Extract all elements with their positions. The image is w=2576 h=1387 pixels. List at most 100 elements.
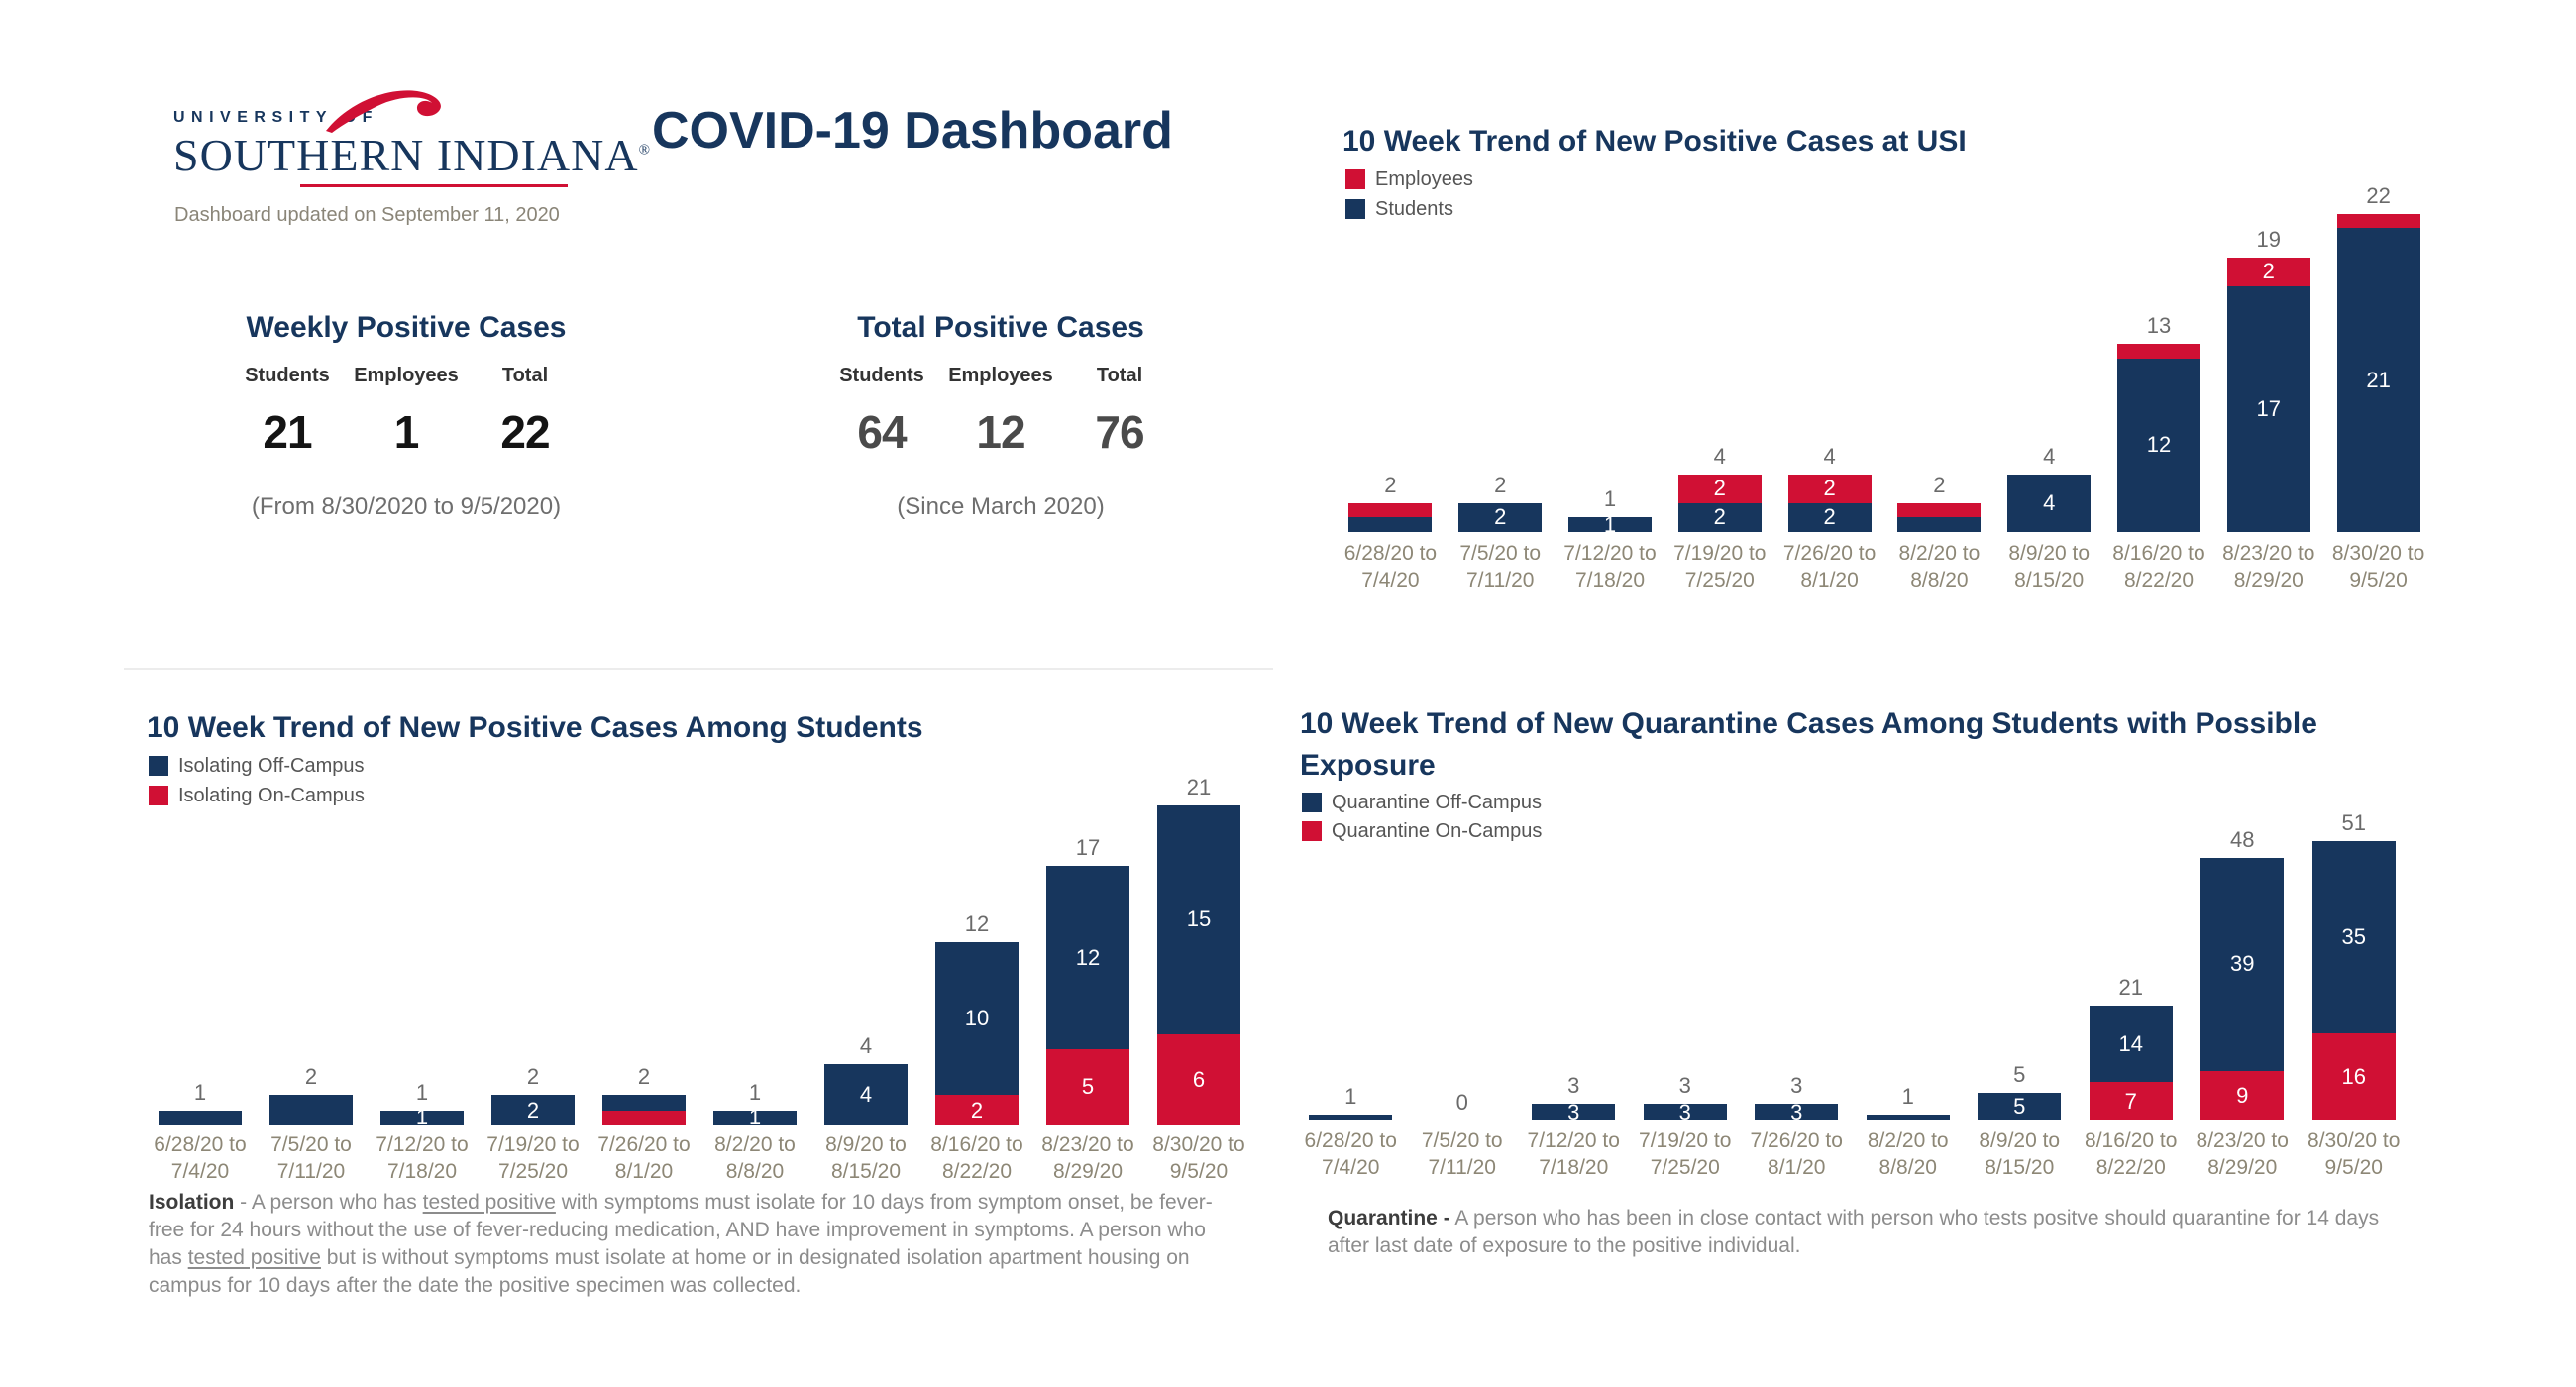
bar-segment[interactable] — [2336, 213, 2420, 229]
bar-segment[interactable]: 12 — [1046, 866, 1129, 1049]
bar-segment-label: 15 — [1186, 907, 1212, 932]
bar-segment[interactable]: 3 — [1643, 1104, 1727, 1120]
bar-segment[interactable]: 14 — [2089, 1005, 2173, 1083]
x-axis-label: 7/5/20 to 7/11/20 — [256, 1131, 367, 1185]
total-cases-caption: (Since March 2020) — [897, 493, 1105, 520]
bar-segment[interactable] — [1309, 1115, 1393, 1120]
bar-segment-label: 5 — [2013, 1094, 2026, 1120]
x-axis-label-line: 7/4/20 — [1361, 569, 1420, 591]
usi-logo: UNIVERSITY OF SOUTHERN INDIANA® — [173, 90, 669, 187]
x-axis-label-line: 8/9/20 to — [2008, 542, 2091, 565]
bar-segment[interactable]: 2 — [491, 1095, 575, 1125]
bar-segment[interactable] — [1348, 502, 1433, 518]
x-axis-label-line: 8/30/20 to — [2308, 1129, 2401, 1152]
bar-segment-label: 2 — [970, 1097, 984, 1122]
bar-segment[interactable]: 2 — [1677, 502, 1762, 532]
x-axis-label-line: 8/29/20 — [1052, 1160, 1124, 1183]
bar-segment[interactable] — [1348, 517, 1433, 532]
bar-segment[interactable]: 5 — [1978, 1093, 2062, 1120]
definition-term: Quarantine - — [1328, 1207, 1450, 1229]
x-axis-label-line: 9/5/20 — [2324, 1156, 2383, 1179]
bar-segment-label: 21 — [2366, 367, 2391, 392]
bar-segment[interactable] — [2117, 344, 2200, 359]
bar-total-label: 4 — [2043, 443, 2056, 469]
bar-segment[interactable]: 2 — [1787, 474, 1872, 503]
x-axis-label: 8/23/20 to 8/29/20 — [2187, 1127, 2299, 1181]
x-axis-label: 7/26/20 to 8/1/20 — [1774, 540, 1884, 593]
bar-segment[interactable]: 2 — [1458, 502, 1543, 532]
legend-item[interactable]: Isolating On-Campus — [149, 785, 365, 806]
registered-mark: ® — [638, 142, 651, 159]
legend-item[interactable]: Quarantine Off-Campus — [1302, 792, 1542, 813]
bar-segment[interactable]: 9 — [2200, 1071, 2285, 1120]
x-axis-label-line: 8/22/20 — [2095, 1156, 2166, 1179]
bar-segment-label: 1 — [415, 1110, 429, 1125]
total-students-value: 64 — [857, 406, 907, 458]
bar-segment[interactable]: 2 — [1677, 474, 1762, 503]
bar-segment[interactable] — [602, 1110, 686, 1125]
x-axis-label-line: 8/8/20 — [725, 1160, 785, 1183]
bar-total-label: 1 — [1344, 1084, 1357, 1110]
bar-segment[interactable]: 4 — [2007, 474, 2092, 532]
weekly-students-col: Students 21 — [228, 365, 347, 459]
bar-segment[interactable]: 1 — [1568, 517, 1652, 532]
x-axis-label: 8/2/20 to 8/8/20 — [699, 1131, 810, 1185]
weekly-students-value: 21 — [263, 406, 312, 458]
bar-segment[interactable]: 5 — [1046, 1048, 1129, 1125]
legend-item[interactable]: Employees — [1345, 168, 1473, 190]
x-axis-label-line: 8/23/20 to — [1041, 1133, 1134, 1156]
bar-segment[interactable] — [269, 1095, 353, 1125]
bar-segment[interactable]: 10 — [935, 942, 1019, 1096]
bar-segment[interactable]: 35 — [2311, 840, 2396, 1033]
bar-segment[interactable]: 7 — [2089, 1082, 2173, 1120]
legend-label: Quarantine Off-Campus — [1332, 791, 1542, 813]
x-axis-label: 8/30/20 to 9/5/20 — [2299, 1127, 2411, 1181]
bar-segment[interactable]: 6 — [1157, 1033, 1240, 1125]
legend-item[interactable]: Quarantine On-Campus — [1302, 820, 1542, 842]
weekly-students-label: Students — [245, 365, 330, 386]
legend-item[interactable]: Isolating Off-Campus — [149, 755, 365, 777]
legend-item[interactable]: Students — [1345, 198, 1453, 220]
total-total-col: Total 76 — [1060, 365, 1179, 459]
bar-segment[interactable]: 4 — [824, 1064, 908, 1125]
bar-segment[interactable] — [159, 1110, 242, 1125]
weekly-cases-title: Weekly Positive Cases — [246, 311, 567, 344]
legend-swatch — [1302, 793, 1322, 812]
bar-segment[interactable] — [1897, 517, 1982, 532]
bar-segment[interactable]: 2 — [2226, 257, 2310, 286]
bar-segment[interactable]: 15 — [1157, 804, 1240, 1034]
x-axis-label-line: 7/18/20 — [1574, 569, 1646, 591]
legend-swatch — [149, 786, 168, 805]
bar-segment[interactable]: 3 — [1755, 1104, 1839, 1120]
x-axis-label-line: 7/25/20 — [1650, 1156, 1720, 1179]
x-axis-label-line: 8/16/20 to — [930, 1133, 1023, 1156]
bar-segment[interactable] — [1897, 502, 1982, 518]
bar-segment[interactable] — [1866, 1115, 1950, 1120]
bar-segment[interactable]: 21 — [2336, 228, 2420, 532]
x-axis-label-line: 7/12/20 to — [376, 1133, 469, 1156]
logo-red-rule — [300, 184, 568, 187]
bar-segment[interactable] — [602, 1095, 686, 1111]
bar-segment[interactable]: 3 — [1532, 1104, 1616, 1120]
bar-segment-label: 1 — [1603, 517, 1617, 532]
bar-segment[interactable]: 2 — [935, 1095, 1019, 1125]
bar-total-label: 2 — [1933, 472, 1946, 497]
bar-segment[interactable]: 1 — [380, 1110, 464, 1125]
bar-segment[interactable]: 12 — [2117, 358, 2200, 532]
x-axis-label-line: 8/23/20 to — [2222, 542, 2315, 565]
legend-swatch — [1345, 199, 1365, 219]
bar-segment[interactable]: 39 — [2200, 857, 2285, 1072]
bar-segment[interactable]: 17 — [2226, 285, 2310, 532]
bar-segment[interactable]: 16 — [2311, 1032, 2396, 1120]
bar-segment[interactable]: 1 — [713, 1110, 797, 1125]
x-axis-label-line: 6/28/20 to — [1343, 542, 1438, 565]
bar-segment-label: 14 — [2118, 1030, 2143, 1056]
x-axis-label-line: 7/11/20 — [1465, 569, 1535, 591]
bar-segment[interactable]: 2 — [1787, 502, 1872, 532]
bar-total-label: 1 — [193, 1079, 207, 1105]
weekly-total-label: Total — [501, 365, 549, 386]
x-axis-label-line: 7/5/20 to — [1459, 542, 1542, 565]
x-axis-label-line: 8/30/20 to — [1152, 1133, 1245, 1156]
x-axis-label: 8/9/20 to 8/15/20 — [1964, 1127, 2076, 1181]
x-axis-label-line: 8/29/20 — [2207, 1156, 2278, 1179]
